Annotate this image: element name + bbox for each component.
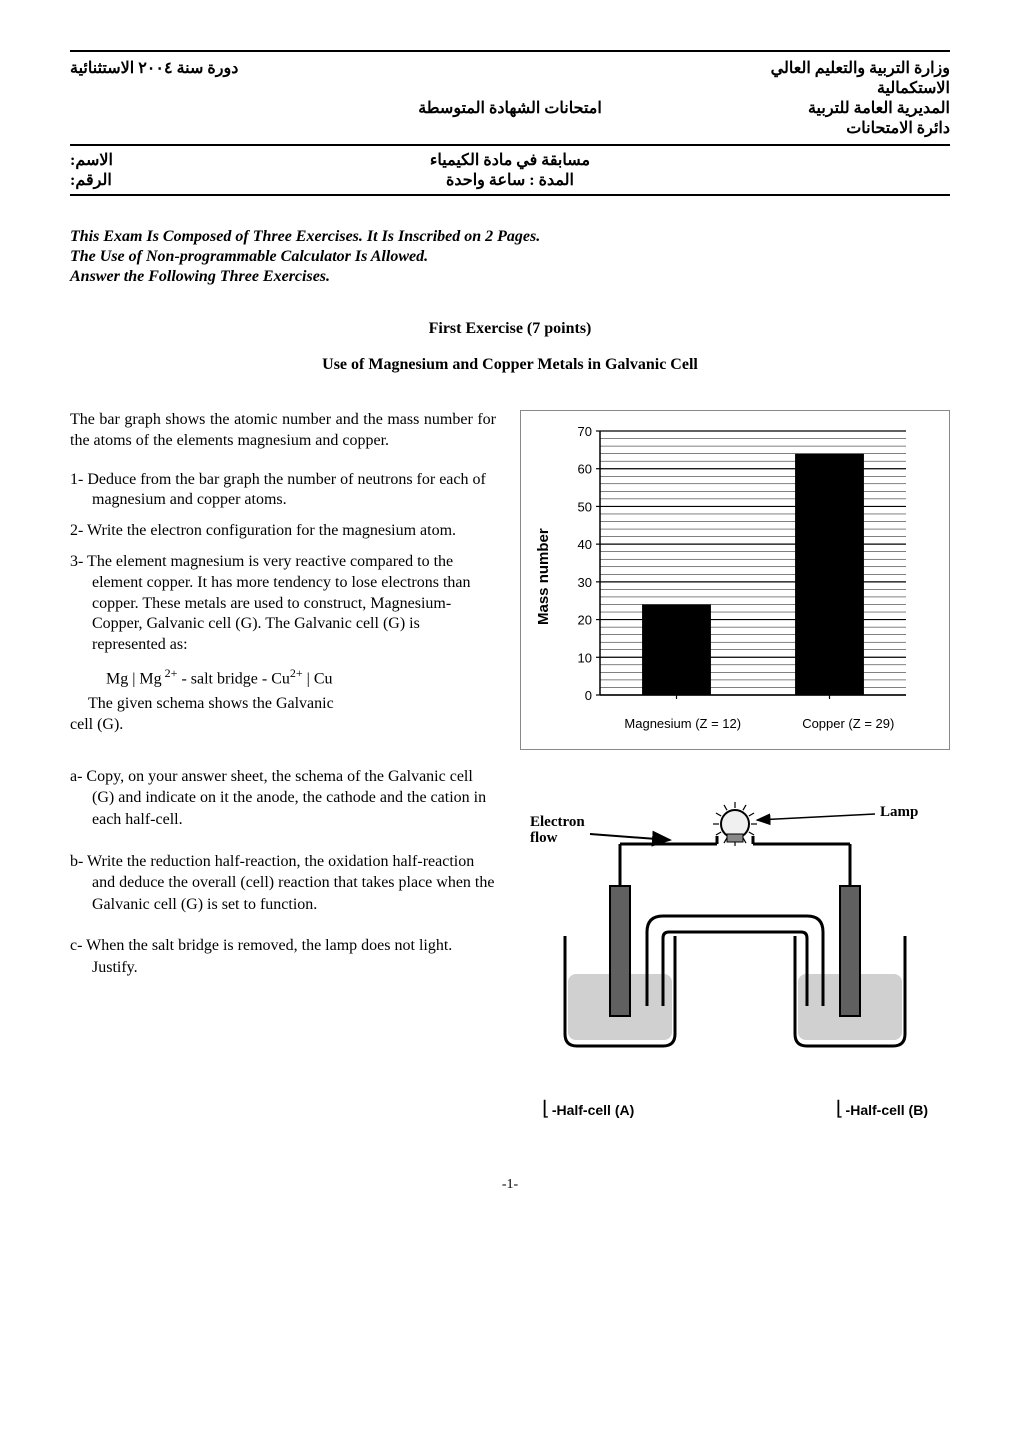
svg-text:30: 30 bbox=[578, 575, 592, 590]
header-row-2: امتحانات الشهادة المتوسطة المديرية العام… bbox=[70, 98, 950, 146]
schema-note: The given schema shows the Galvanic cell… bbox=[70, 694, 496, 736]
svg-text:flow: flow bbox=[530, 830, 558, 846]
subject-duration-block: مسابقة في مادة الكيمياء المدة : ساعة واح… bbox=[360, 150, 659, 190]
duration-line: المدة : ساعة واحدة bbox=[360, 170, 659, 190]
page-number: -1- bbox=[70, 1177, 950, 1193]
half-cell-b-label: ⌊-Half-cell (B) bbox=[836, 1096, 928, 1121]
half-cell-text: -Half-cell (A) bbox=[552, 1102, 634, 1118]
half-cell-labels: ⌊-Half-cell (A) ⌊-Half-cell (B) bbox=[520, 1096, 950, 1121]
ministry-line: الاستكمالية bbox=[660, 78, 950, 98]
session-info: دورة سنة ٢٠٠٤ الاستثنائية bbox=[70, 58, 360, 98]
lower-left-column: a- Copy, on your answer sheet, the schem… bbox=[70, 766, 496, 1121]
svg-text:Lamp: Lamp bbox=[880, 804, 918, 820]
galvanic-diagram: Electronflow Lamp bbox=[520, 796, 950, 1096]
formula-part: - salt bridge - Cu bbox=[177, 670, 289, 687]
instruction-line: This Exam Is Composed of Three Exercises… bbox=[70, 228, 950, 246]
svg-text:Electron: Electron bbox=[530, 814, 585, 830]
question-3: 3- The element magnesium is very reactiv… bbox=[70, 552, 496, 656]
subject-line: مسابقة في مادة الكيمياء bbox=[360, 150, 659, 170]
right-column: Mass number 0 10 20 30 40 50 60 70 Magnesium (Z… bbox=[520, 410, 950, 756]
x-axis-labels: Magnesium (Z = 12) Copper (Z = 29) bbox=[600, 716, 931, 731]
formula-part: | Cu bbox=[303, 670, 333, 687]
name-number-block: الاسم: الرقم: bbox=[70, 150, 360, 190]
directorate-block: المديرية العامة للتربية دائرة الامتحانات bbox=[660, 98, 950, 138]
svg-text:20: 20 bbox=[578, 613, 592, 628]
bar-chart: Mass number 0 10 20 30 40 50 60 70 Magnesium (Z… bbox=[520, 410, 950, 750]
exam-header: دورة سنة ٢٠٠٤ الاستثنائية وزارة التربية … bbox=[70, 50, 950, 196]
exercise-heading: First Exercise (7 points) bbox=[70, 320, 950, 338]
header-row-3: الاسم: الرقم: مسابقة في مادة الكيمياء ال… bbox=[70, 146, 950, 196]
ministry-block: وزارة التربية والتعليم العالي الاستكمالي… bbox=[660, 58, 950, 98]
lower-right-column: Electronflow Lamp ⌊-Half-cell (A) ⌊-Half-… bbox=[520, 766, 950, 1121]
content-two-col: The bar graph shows the atomic number an… bbox=[70, 410, 950, 756]
number-label: الرقم: bbox=[70, 170, 360, 190]
bar-chart-svg: 0 10 20 30 40 50 60 70 bbox=[556, 423, 916, 703]
header-row-1: دورة سنة ٢٠٠٤ الاستثنائية وزارة التربية … bbox=[70, 50, 950, 98]
svg-text:10: 10 bbox=[578, 650, 592, 665]
ministry-line: وزارة التربية والتعليم العالي bbox=[660, 58, 950, 78]
schema-line: The given schema shows the Galvanic bbox=[88, 695, 334, 712]
galvanic-svg: Electronflow Lamp bbox=[520, 796, 950, 1056]
lower-two-col: a- Copy, on your answer sheet, the schem… bbox=[70, 766, 950, 1121]
instruction-line: The Use of Non-programmable Calculator I… bbox=[70, 248, 950, 266]
svg-text:70: 70 bbox=[578, 424, 592, 439]
question-c: c- When the salt bridge is removed, the … bbox=[70, 935, 496, 978]
svg-text:60: 60 bbox=[578, 462, 592, 477]
intro-paragraph: The bar graph shows the atomic number an… bbox=[70, 410, 496, 452]
ministry-line: دائرة الامتحانات bbox=[660, 118, 950, 138]
instruction-line: Answer the Following Three Exercises. bbox=[70, 268, 950, 286]
instructions-block: This Exam Is Composed of Three Exercises… bbox=[70, 228, 950, 286]
exercise-subheading: Use of Magnesium and Copper Metals in Ga… bbox=[70, 356, 950, 374]
half-cell-a-label: ⌊-Half-cell (A) bbox=[542, 1096, 634, 1121]
y-axis-label: Mass number bbox=[531, 423, 556, 731]
galvanic-formula: Mg | Mg 2+ - salt bridge - Cu2+ | Cu bbox=[70, 666, 496, 688]
ministry-line: المديرية العامة للتربية bbox=[660, 98, 950, 118]
question-1: 1- Deduce from the bar graph the number … bbox=[70, 470, 496, 512]
schema-line: cell (G). bbox=[70, 715, 123, 736]
svg-text:50: 50 bbox=[578, 499, 592, 514]
question-2: 2- Write the electron configuration for … bbox=[70, 521, 496, 542]
exam-title: امتحانات الشهادة المتوسطة bbox=[360, 98, 659, 138]
question-b: b- Write the reduction half-reaction, th… bbox=[70, 851, 496, 916]
svg-text:40: 40 bbox=[578, 537, 592, 552]
plot-area: 0 10 20 30 40 50 60 70 Magnesium (Z = 12) Coppe… bbox=[556, 423, 931, 731]
svg-text:0: 0 bbox=[585, 688, 592, 703]
formula-part: Mg | Mg bbox=[106, 670, 162, 687]
left-column: The bar graph shows the atomic number an… bbox=[70, 410, 496, 756]
x-category: Copper (Z = 29) bbox=[766, 716, 932, 731]
name-label: الاسم: bbox=[70, 150, 360, 170]
question-a: a- Copy, on your answer sheet, the schem… bbox=[70, 766, 496, 831]
x-category: Magnesium (Z = 12) bbox=[600, 716, 766, 731]
half-cell-text: -Half-cell (B) bbox=[846, 1102, 928, 1118]
